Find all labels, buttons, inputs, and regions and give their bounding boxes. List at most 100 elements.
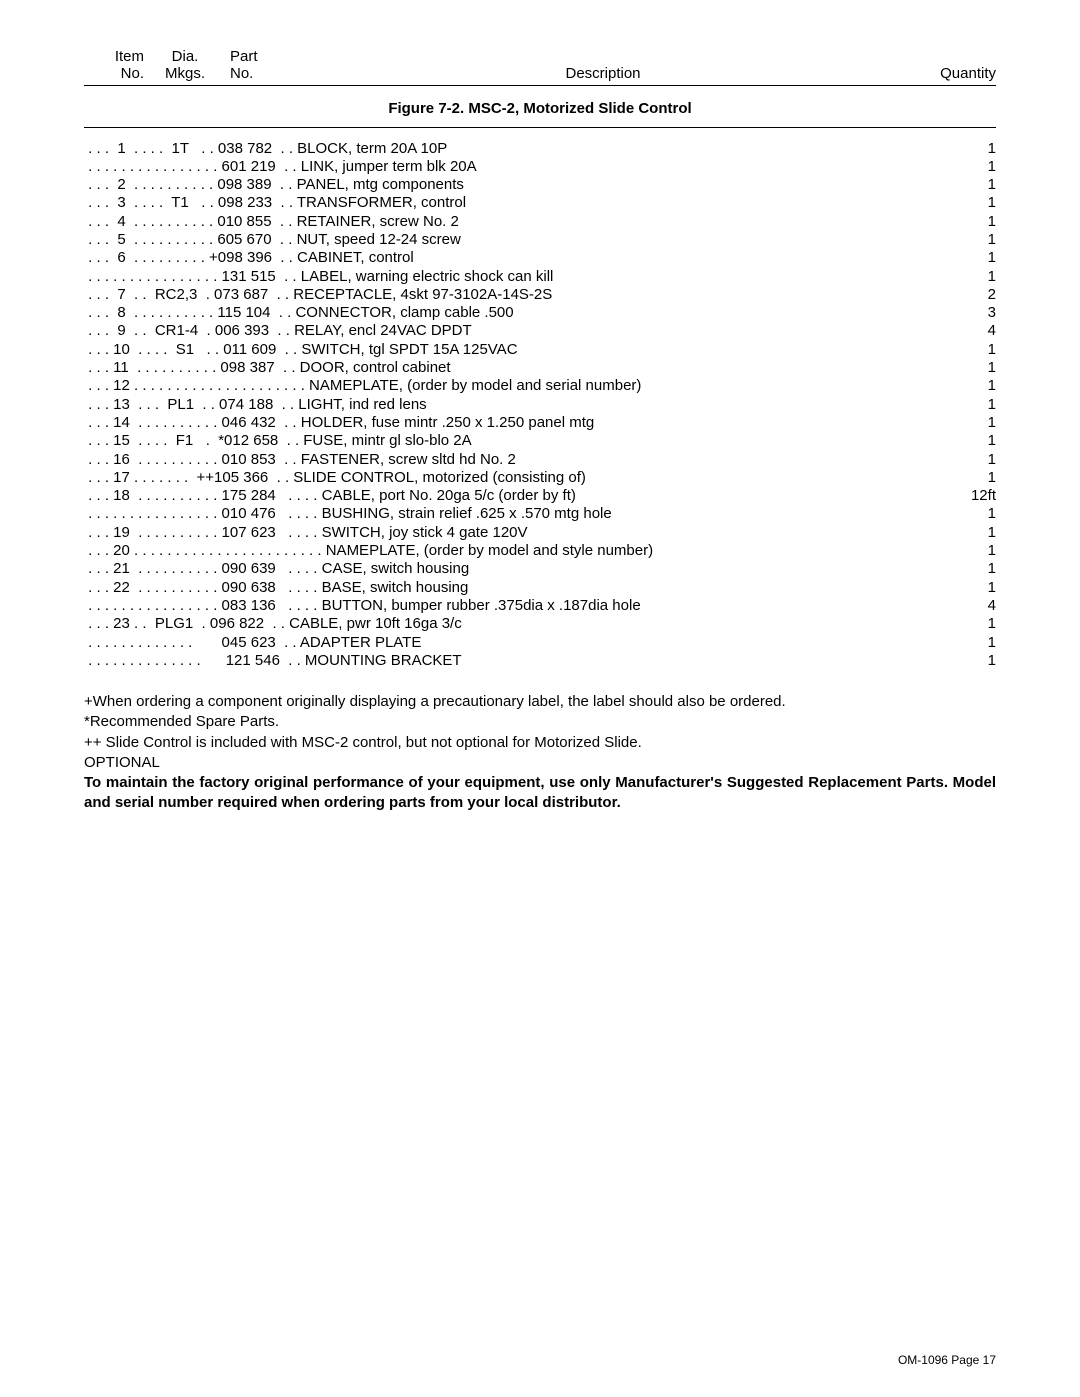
col-part-l1: Part — [220, 48, 310, 65]
row-prefix: . . . 19 . . . . . . . . . . 107 623 . .… — [84, 524, 532, 542]
table-header: Item Dia. Part — [84, 48, 996, 65]
parts-row: . . . 5 . . . . . . . . . . 605 670 . . … — [84, 231, 996, 249]
parts-row: . . . 8 . . . . . . . . . . 115 104 . . … — [84, 304, 996, 322]
row-prefix: . . . 20 . . . . . . . . . . . . . . . .… — [84, 542, 657, 560]
note-bold: To maintain the factory original perform… — [84, 773, 996, 814]
row-prefix: . . . 13 . . . PL1 . . 074 188 . . LIGHT… — [84, 396, 431, 414]
row-prefix: . . . 15 . . . . F1 . *012 658 . . FUSE,… — [84, 432, 475, 450]
parts-row: . . . . . . . . . . . . . . . . 131 515 … — [84, 268, 996, 286]
col-item-l1: Item — [84, 48, 144, 65]
row-qty: 1 — [956, 652, 996, 670]
title-rule — [84, 127, 996, 128]
row-qty: 1 — [956, 140, 996, 158]
parts-row: . . . 23 . . PLG1 . 096 822 . . CABLE, p… — [84, 615, 996, 633]
row-prefix: . . . 17 . . . . . . . ++105 366 . . SLI… — [84, 469, 590, 487]
parts-row: . . . 12 . . . . . . . . . . . . . . . .… — [84, 377, 996, 395]
parts-list: . . . 1 . . . . 1T . . 038 782 . . BLOCK… — [84, 140, 996, 671]
row-prefix: . . . 11 . . . . . . . . . . 098 387 . .… — [84, 359, 455, 377]
col-item-l2: No. — [84, 65, 144, 82]
row-prefix: . . . 6 . . . . . . . . . +098 396 . . C… — [84, 249, 418, 267]
parts-row: . . . . . . . . . . . . . . . . 010 476 … — [84, 505, 996, 523]
parts-row: . . . 20 . . . . . . . . . . . . . . . .… — [84, 542, 996, 560]
note-optional: OPTIONAL — [84, 753, 996, 773]
page: Item Dia. Part No. Mkgs. No. Description… — [0, 0, 1080, 1397]
row-qty: 1 — [956, 176, 996, 194]
row-qty: 1 — [956, 432, 996, 450]
parts-row: . . . 13 . . . PL1 . . 074 188 . . LIGHT… — [84, 396, 996, 414]
row-qty: 1 — [956, 359, 996, 377]
row-qty: 1 — [956, 451, 996, 469]
parts-row: . . . . . . . . . . . . . . . . 083 136 … — [84, 597, 996, 615]
col-dia-l1: Dia. — [144, 48, 220, 65]
row-qty: 12ft — [956, 487, 996, 505]
parts-row: . . . 6 . . . . . . . . . +098 396 . . C… — [84, 249, 996, 267]
parts-row: . . . 1 . . . . 1T . . 038 782 . . BLOCK… — [84, 140, 996, 158]
row-qty: 1 — [956, 213, 996, 231]
row-prefix: . . . 8 . . . . . . . . . . 115 104 . . … — [84, 304, 518, 322]
row-prefix: . . . . . . . . . . . . . . 121 546 . . … — [84, 652, 466, 670]
figure-title: Figure 7-2. MSC-2, Motorized Slide Contr… — [84, 100, 996, 117]
row-prefix: . . . . . . . . . . . . . . . . 083 136 … — [84, 597, 645, 615]
parts-row: . . . 15 . . . . F1 . *012 658 . . FUSE,… — [84, 432, 996, 450]
parts-row: . . . 17 . . . . . . . ++105 366 . . SLI… — [84, 469, 996, 487]
row-prefix: . . . 18 . . . . . . . . . . 175 284 . .… — [84, 487, 580, 505]
row-qty: 1 — [956, 634, 996, 652]
header-rule — [84, 85, 996, 86]
parts-row: . . . 18 . . . . . . . . . . 175 284 . .… — [84, 487, 996, 505]
row-prefix: . . . . . . . . . . . . . . . . 010 476 … — [84, 505, 616, 523]
row-prefix: . . . 4 . . . . . . . . . . 010 855 . . … — [84, 213, 463, 231]
parts-row: . . . 16 . . . . . . . . . . 010 853 . .… — [84, 451, 996, 469]
row-qty: 1 — [956, 158, 996, 176]
parts-row: . . . 19 . . . . . . . . . . 107 623 . .… — [84, 524, 996, 542]
notes: +When ordering a component originally di… — [84, 692, 996, 814]
row-qty: 1 — [956, 560, 996, 578]
col-dia-l2: Mkgs. — [144, 65, 220, 82]
parts-row: . . . 22 . . . . . . . . . . 090 638 . .… — [84, 579, 996, 597]
row-prefix: . . . 7 . . RC2,3 . 073 687 . . RECEPTAC… — [84, 286, 556, 304]
row-prefix: . . . 5 . . . . . . . . . . 605 670 . . … — [84, 231, 465, 249]
row-prefix: . . . 21 . . . . . . . . . . 090 639 . .… — [84, 560, 473, 578]
row-prefix: . . . . . . . . . . . . . . . . 601 219 … — [84, 158, 480, 176]
note-star: *Recommended Spare Parts. — [84, 712, 996, 732]
row-prefix: . . . 1 . . . . 1T . . 038 782 . . BLOCK… — [84, 140, 451, 158]
row-prefix: . . . 10 . . . . S1 . . 011 609 . . SWIT… — [84, 341, 522, 359]
parts-row: . . . . . . . . . . . . . . 121 546 . . … — [84, 652, 996, 670]
row-qty: 1 — [956, 542, 996, 560]
col-desc: Description — [310, 65, 896, 82]
row-prefix: . . . 22 . . . . . . . . . . 090 638 . .… — [84, 579, 473, 597]
row-prefix: . . . 9 . . CR1-4 . 006 393 . . RELAY, e… — [84, 322, 476, 340]
note-plusplus: ++ Slide Control is included with MSC-2 … — [84, 733, 996, 753]
row-qty: 1 — [956, 505, 996, 523]
col-part-l2: No. — [220, 65, 310, 82]
parts-row: . . . 21 . . . . . . . . . . 090 639 . .… — [84, 560, 996, 578]
parts-row: . . . 2 . . . . . . . . . . 098 389 . . … — [84, 176, 996, 194]
parts-row: . . . 7 . . RC2,3 . 073 687 . . RECEPTAC… — [84, 286, 996, 304]
row-qty: 1 — [956, 249, 996, 267]
col-desc-spacer — [310, 48, 896, 65]
row-qty: 1 — [956, 231, 996, 249]
row-prefix: . . . 12 . . . . . . . . . . . . . . . .… — [84, 377, 646, 395]
row-prefix: . . . 14 . . . . . . . . . . 046 432 . .… — [84, 414, 598, 432]
parts-row: . . . 10 . . . . S1 . . 011 609 . . SWIT… — [84, 341, 996, 359]
row-qty: 1 — [956, 268, 996, 286]
row-qty: 1 — [956, 396, 996, 414]
row-qty: 1 — [956, 377, 996, 395]
row-prefix: . . . 3 . . . . T1 . . 098 233 . . TRANS… — [84, 194, 470, 212]
row-prefix: . . . 16 . . . . . . . . . . 010 853 . .… — [84, 451, 520, 469]
row-qty: 2 — [956, 286, 996, 304]
col-qty-spacer — [896, 48, 996, 65]
row-qty: 3 — [956, 304, 996, 322]
row-qty: 1 — [956, 414, 996, 432]
row-qty: 1 — [956, 194, 996, 212]
parts-row: . . . 9 . . CR1-4 . 006 393 . . RELAY, e… — [84, 322, 996, 340]
row-qty: 4 — [956, 597, 996, 615]
parts-row: . . . 3 . . . . T1 . . 098 233 . . TRANS… — [84, 194, 996, 212]
col-qty: Quantity — [896, 65, 996, 82]
page-footer: OM-1096 Page 17 — [898, 1353, 996, 1367]
row-qty: 1 — [956, 469, 996, 487]
row-qty: 4 — [956, 322, 996, 340]
row-prefix: . . . 2 . . . . . . . . . . 098 389 . . … — [84, 176, 468, 194]
row-qty: 1 — [956, 579, 996, 597]
parts-row: . . . 14 . . . . . . . . . . 046 432 . .… — [84, 414, 996, 432]
row-prefix: . . . . . . . . . . . . . . . . 131 515 … — [84, 268, 558, 286]
